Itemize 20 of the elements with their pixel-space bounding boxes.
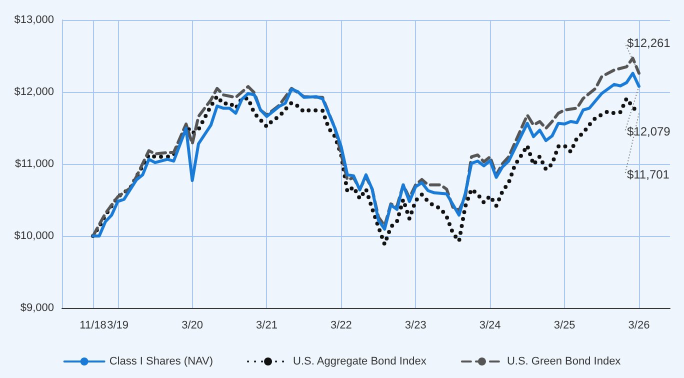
x-tick-label: 3/23: [404, 320, 426, 332]
legend-label: Class I Shares (NAV): [109, 356, 214, 368]
y-tick-label: $9,000: [20, 302, 54, 314]
annotation: $11,701: [626, 168, 670, 182]
x-tick-label: 3/19: [107, 320, 129, 332]
x-tick-label: 3/20: [182, 320, 203, 332]
y-tick-label: $13,000: [14, 14, 54, 26]
x-tick-label: 3/26: [628, 320, 650, 332]
x-tick-label: 3/24: [479, 320, 501, 332]
annotation: $12,079: [626, 124, 671, 138]
annotation: $12,261: [626, 36, 671, 50]
y-tick-label: $11,000: [15, 158, 54, 170]
x-tick-label: 3/25: [554, 320, 576, 332]
x-tick-label: 3/22: [330, 320, 352, 332]
x-tick-label: 11/18: [80, 320, 106, 332]
y-tick-label: $12,000: [14, 86, 54, 98]
legend-label: U.S. Aggregate Bond Index: [293, 356, 427, 368]
legend-label: U.S. Green Bond Index: [506, 356, 622, 368]
x-tick-label: 3/21: [256, 320, 278, 332]
y-tick-label: $10,000: [14, 230, 54, 242]
